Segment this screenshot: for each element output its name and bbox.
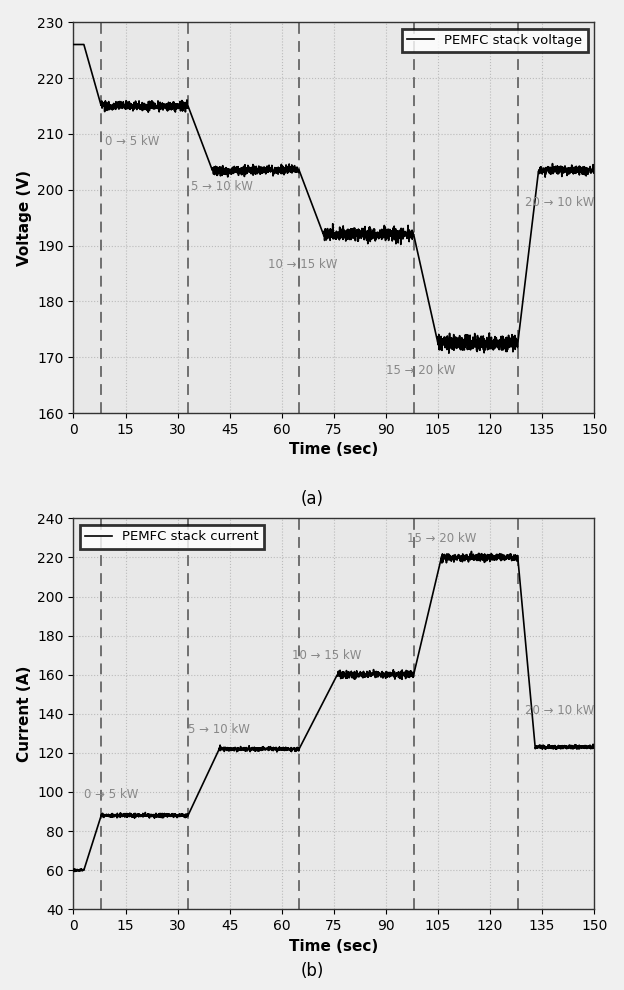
Text: 0 → 5 kW: 0 → 5 kW bbox=[105, 135, 159, 148]
Text: 20 → 10 kW: 20 → 10 kW bbox=[525, 196, 594, 210]
Text: 10 → 15 kW: 10 → 15 kW bbox=[292, 649, 361, 662]
Y-axis label: Voltage (V): Voltage (V) bbox=[17, 169, 32, 265]
Text: 10 → 15 kW: 10 → 15 kW bbox=[268, 257, 337, 271]
Text: 5 → 10 kW: 5 → 10 kW bbox=[188, 724, 250, 737]
Text: 15 → 20 kW: 15 → 20 kW bbox=[386, 364, 456, 377]
Y-axis label: Current (A): Current (A) bbox=[17, 665, 32, 762]
X-axis label: Time (sec): Time (sec) bbox=[289, 443, 378, 457]
Text: 5 → 10 kW: 5 → 10 kW bbox=[192, 180, 253, 193]
Text: (b): (b) bbox=[300, 962, 324, 980]
Text: 15 → 20 kW: 15 → 20 kW bbox=[407, 532, 476, 544]
Text: 20 → 10 kW: 20 → 10 kW bbox=[525, 704, 594, 717]
Text: 0 → 5 kW: 0 → 5 kW bbox=[84, 788, 139, 801]
Legend: PEMFC stack current: PEMFC stack current bbox=[80, 525, 264, 548]
Legend: PEMFC stack voltage: PEMFC stack voltage bbox=[402, 29, 588, 52]
Text: (a): (a) bbox=[301, 490, 323, 508]
X-axis label: Time (sec): Time (sec) bbox=[289, 939, 378, 953]
